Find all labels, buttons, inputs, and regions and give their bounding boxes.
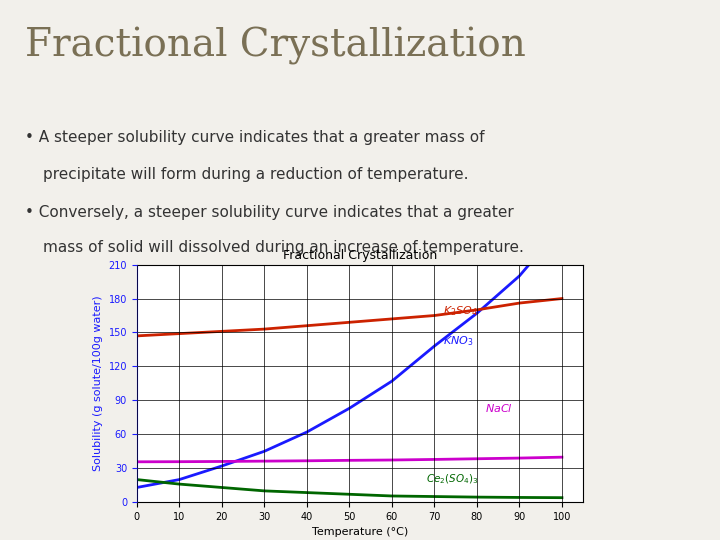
Text: mass of solid will dissolved during an increase of temperature.: mass of solid will dissolved during an i…: [43, 240, 524, 255]
Text: $Ce_2(SO_4)_3$: $Ce_2(SO_4)_3$: [426, 472, 478, 485]
Text: Fractional Crystallization: Fractional Crystallization: [24, 27, 526, 65]
Text: • Conversely, a steeper solubility curve indicates that a greater: • Conversely, a steeper solubility curve…: [24, 205, 513, 220]
Text: • A steeper solubility curve indicates that a greater mass of: • A steeper solubility curve indicates t…: [24, 130, 485, 145]
Title: Fractional Crystallization: Fractional Crystallization: [283, 249, 437, 262]
Y-axis label: Solubility (g solute/100g water): Solubility (g solute/100g water): [93, 295, 103, 471]
Text: $NaCl$: $NaCl$: [485, 402, 513, 414]
Text: $KNO_3$: $KNO_3$: [443, 334, 474, 348]
X-axis label: Temperature (°C): Temperature (°C): [312, 528, 408, 537]
Text: precipitate will form during a reduction of temperature.: precipitate will form during a reduction…: [43, 167, 469, 183]
Text: $K_2SO_4$: $K_2SO_4$: [443, 305, 478, 318]
